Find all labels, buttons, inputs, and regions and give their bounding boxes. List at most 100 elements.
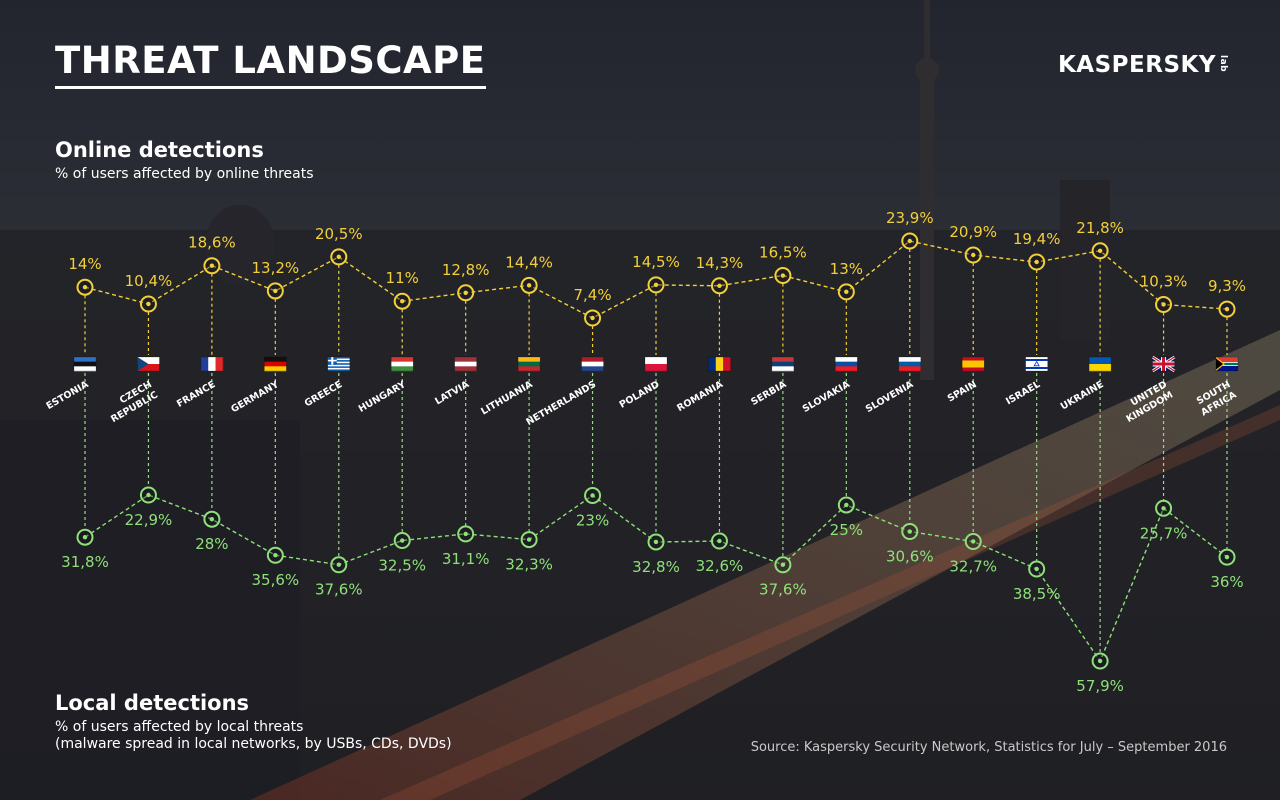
online-value-poland: 14,5% <box>632 253 680 271</box>
local-value-netherlands: 23% <box>576 511 609 529</box>
online-value-serbia: 16,5% <box>759 244 807 262</box>
flag-ukraine <box>1088 356 1112 372</box>
flag-romania <box>708 356 731 372</box>
country-label-hungary: HUNGARY <box>357 379 408 415</box>
country-label-greece: GREECE <box>303 379 344 409</box>
local-point-poland <box>647 533 665 551</box>
local-point-netherlands <box>584 486 602 504</box>
flag-lithuania <box>517 356 541 372</box>
online-value-latvia: 12,8% <box>442 261 490 279</box>
flag-greece <box>327 356 351 372</box>
local-section-note: (malware spread in local networks, by US… <box>55 736 452 752</box>
local-point-united-kingdom <box>1155 499 1173 517</box>
local-value-slovenia: 30,6% <box>886 548 934 566</box>
local-point-lithuania <box>520 531 538 549</box>
country-label-united-kingdom: UNITEDKINGDOM <box>1118 379 1175 425</box>
country-label-lithuania: LITHUANIA <box>479 379 535 418</box>
local-point-ukraine <box>1091 652 1109 670</box>
online-point-poland <box>647 276 665 294</box>
online-point-south-africa <box>1218 300 1236 318</box>
local-value-france: 28% <box>195 535 228 553</box>
flag-serbia <box>771 356 795 372</box>
online-value-estonia: 14% <box>68 255 101 273</box>
flag-hungary <box>390 356 414 372</box>
online-value-greece: 20,5% <box>315 225 363 243</box>
country-label-ukraine: UKRAINE <box>1059 379 1106 412</box>
online-value-spain: 20,9% <box>949 223 997 241</box>
online-section-subtitle: % of users affected by online threats <box>55 166 314 182</box>
local-point-hungary <box>393 532 411 550</box>
online-value-romania: 14,3% <box>696 254 744 272</box>
flag-spain <box>961 356 985 372</box>
online-point-latvia <box>457 284 475 302</box>
country-label-slovenia: SLOVENIA <box>864 379 916 415</box>
flag-estonia <box>73 356 97 372</box>
local-value-israel: 38,5% <box>1013 585 1061 603</box>
online-value-slovenia: 23,9% <box>886 209 934 227</box>
local-section-subtitle: % of users affected by local threats <box>55 719 304 735</box>
online-point-netherlands <box>584 309 602 327</box>
flag-israel <box>1025 356 1048 372</box>
country-label-estonia: ESTONIA <box>45 379 92 412</box>
local-point-south-africa <box>1218 548 1236 566</box>
online-value-israel: 19,4% <box>1013 230 1061 248</box>
local-point-latvia <box>457 525 475 543</box>
online-value-germany: 13,2% <box>252 259 300 277</box>
local-value-poland: 32,8% <box>632 558 680 576</box>
local-value-lithuania: 32,3% <box>505 556 553 574</box>
local-value-czech-republic: 22,9% <box>125 511 173 529</box>
logo-text: KASPERSKY <box>1057 52 1216 78</box>
flag-czech-republic <box>137 356 160 372</box>
country-label-romania: ROMANIA <box>675 379 725 414</box>
online-point-slovakia <box>837 283 855 301</box>
local-value-latvia: 31,1% <box>442 550 490 568</box>
online-point-israel <box>1028 253 1046 271</box>
flag-netherlands <box>581 356 604 372</box>
flag-slovenia <box>898 356 922 372</box>
online-point-estonia <box>76 278 94 296</box>
local-section-title: Local detections <box>55 691 250 715</box>
local-value-germany: 35,6% <box>252 571 300 589</box>
flag-latvia <box>454 356 477 372</box>
local-value-slovakia: 25% <box>830 521 863 539</box>
local-point-slovenia <box>901 523 919 541</box>
online-point-romania <box>710 277 728 295</box>
local-point-france <box>203 510 221 528</box>
local-point-slovakia <box>837 496 855 514</box>
online-value-ukraine: 21,8% <box>1076 219 1124 237</box>
local-value-ukraine: 57,9% <box>1076 677 1124 695</box>
local-point-greece <box>330 556 348 574</box>
online-point-greece <box>330 248 348 266</box>
flag-united-kingdom <box>1151 355 1176 373</box>
online-value-lithuania: 14,4% <box>505 253 553 271</box>
online-point-serbia <box>774 267 792 285</box>
online-value-south-africa: 9,3% <box>1208 277 1246 295</box>
country-label-germany: GERMANY <box>229 379 281 415</box>
source-note: Source: Kaspersky Security Network, Stat… <box>750 740 1227 755</box>
logo-suffix: lab <box>1218 55 1228 73</box>
country-label-south-africa: SOUTHAFRICA <box>1193 379 1239 419</box>
flag-germany <box>264 356 287 372</box>
country-label-czech-republic: CZECHREPUBLIC <box>103 379 160 425</box>
online-point-spain <box>964 246 982 264</box>
online-section-title: Online detections <box>55 138 264 162</box>
local-point-israel <box>1028 560 1046 578</box>
kaspersky-logo: KASPERSKY lab <box>1058 52 1228 78</box>
local-point-spain <box>964 532 982 550</box>
flag-south-africa <box>1215 356 1239 372</box>
local-value-romania: 32,6% <box>696 557 744 575</box>
country-label-france: FRANCE <box>175 379 217 410</box>
local-point-czech-republic <box>139 486 157 504</box>
country-label-netherlands: NETHERLANDS <box>524 379 598 428</box>
local-value-hungary: 32,5% <box>378 557 426 575</box>
online-point-united-kingdom <box>1155 295 1173 313</box>
local-point-serbia <box>774 556 792 574</box>
online-value-slovakia: 13% <box>830 260 863 278</box>
local-point-germany <box>266 546 284 564</box>
local-point-romania <box>710 532 728 550</box>
online-point-hungary <box>393 292 411 310</box>
page-title: THREAT LANDSCAPE <box>55 38 486 89</box>
local-value-serbia: 37,6% <box>759 581 807 599</box>
